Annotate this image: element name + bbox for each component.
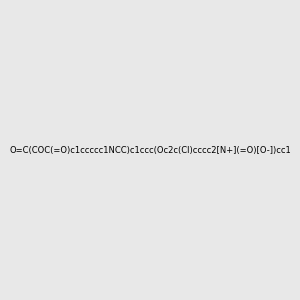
Text: O=C(COC(=O)c1ccccc1NCC)c1ccc(Oc2c(Cl)cccc2[N+](=O)[O-])cc1: O=C(COC(=O)c1ccccc1NCC)c1ccc(Oc2c(Cl)ccc… bbox=[9, 146, 291, 154]
